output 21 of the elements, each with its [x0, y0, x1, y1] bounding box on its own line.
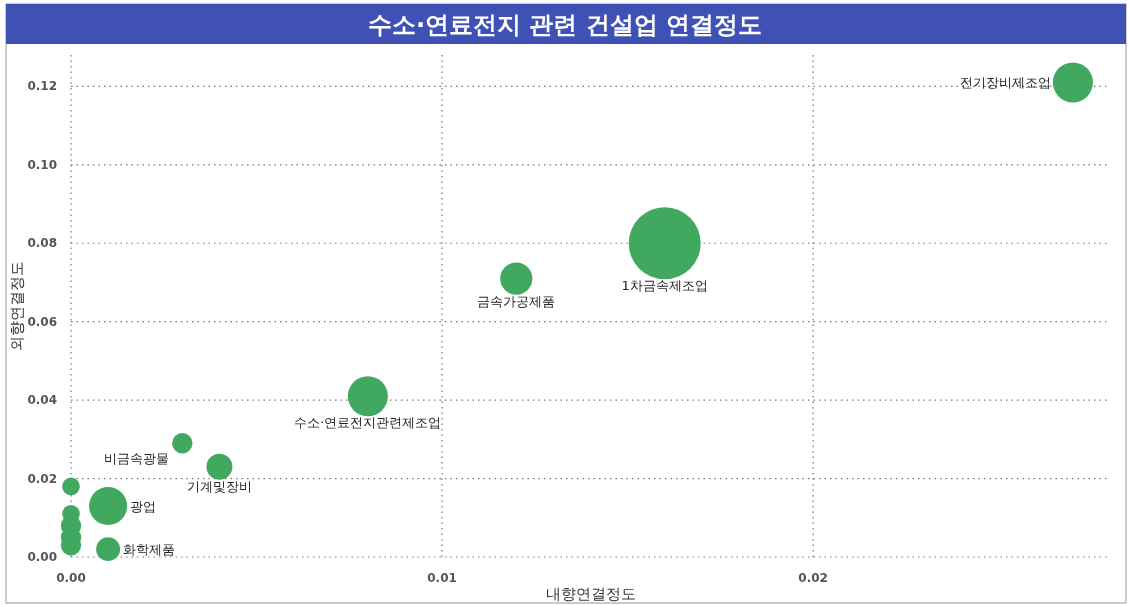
annotation: 화학제품	[123, 542, 176, 558]
y-tick-label: 0.12	[27, 79, 57, 94]
y-tick-label: 0.02	[27, 471, 57, 486]
x-axis-title: 내향연결정도	[545, 585, 636, 603]
annotation: 비금속광물	[104, 451, 170, 467]
y-tick-label: 0.00	[27, 550, 57, 564]
y-tick-label: 0.08	[27, 236, 57, 251]
y-axis-title: 외향연결정도	[8, 261, 26, 351]
annotation: 금속가공제품	[477, 293, 556, 309]
annotation: 광업	[130, 499, 157, 515]
x-tick-label: 0.02	[798, 571, 828, 585]
annotation: 1차금속제조업	[621, 278, 708, 294]
annotation: 전기장비제조업	[959, 75, 1051, 91]
y-tick-label: 0.10	[27, 157, 57, 172]
chart-title: 수소·연료전지 관련 건설업 연결정도	[367, 11, 763, 39]
x-tick-label: 0.00	[56, 571, 86, 585]
x-tick-label: 0.01	[427, 571, 457, 585]
y-tick-label: 0.06	[27, 314, 57, 329]
annotation: 기계및장비	[186, 478, 252, 494]
annotation: 수소·연료전지관련제조업	[294, 415, 442, 431]
y-tick-label: 0.04	[27, 393, 57, 408]
